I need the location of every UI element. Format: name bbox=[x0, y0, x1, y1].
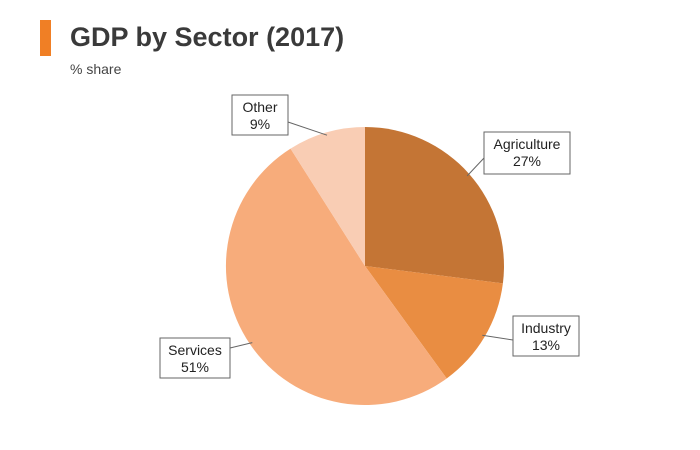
slice-value-services: 51% bbox=[181, 359, 209, 375]
pie-slices bbox=[225, 127, 504, 406]
chart-title: GDP by Sector (2017) bbox=[70, 22, 345, 52]
callout-box-services bbox=[159, 337, 231, 379]
title-accent-bar bbox=[40, 20, 51, 56]
leader-line-other bbox=[287, 121, 328, 136]
slice-label-agriculture: Agriculture bbox=[494, 136, 561, 152]
leader-line-industry bbox=[482, 334, 514, 341]
slice-label-other: Other bbox=[242, 99, 277, 115]
slice-value-agriculture: 27% bbox=[513, 153, 541, 169]
pie-slice-industry bbox=[365, 266, 503, 379]
callout-box-industry bbox=[512, 315, 580, 357]
pie-slice-other bbox=[290, 127, 365, 266]
pie-slice-agriculture bbox=[365, 127, 504, 284]
slice-label-services: Services bbox=[168, 342, 222, 358]
slice-value-other: 9% bbox=[250, 116, 270, 132]
leader-line-services bbox=[229, 342, 253, 349]
chart-subtitle: % share bbox=[70, 61, 122, 77]
callout-box-other bbox=[231, 94, 289, 136]
pie-slice-services bbox=[225, 148, 447, 406]
slice-value-industry: 13% bbox=[532, 337, 560, 353]
slice-label-industry: Industry bbox=[521, 320, 571, 336]
callout-box-agriculture bbox=[483, 131, 571, 175]
leader-line-agriculture bbox=[466, 157, 485, 177]
